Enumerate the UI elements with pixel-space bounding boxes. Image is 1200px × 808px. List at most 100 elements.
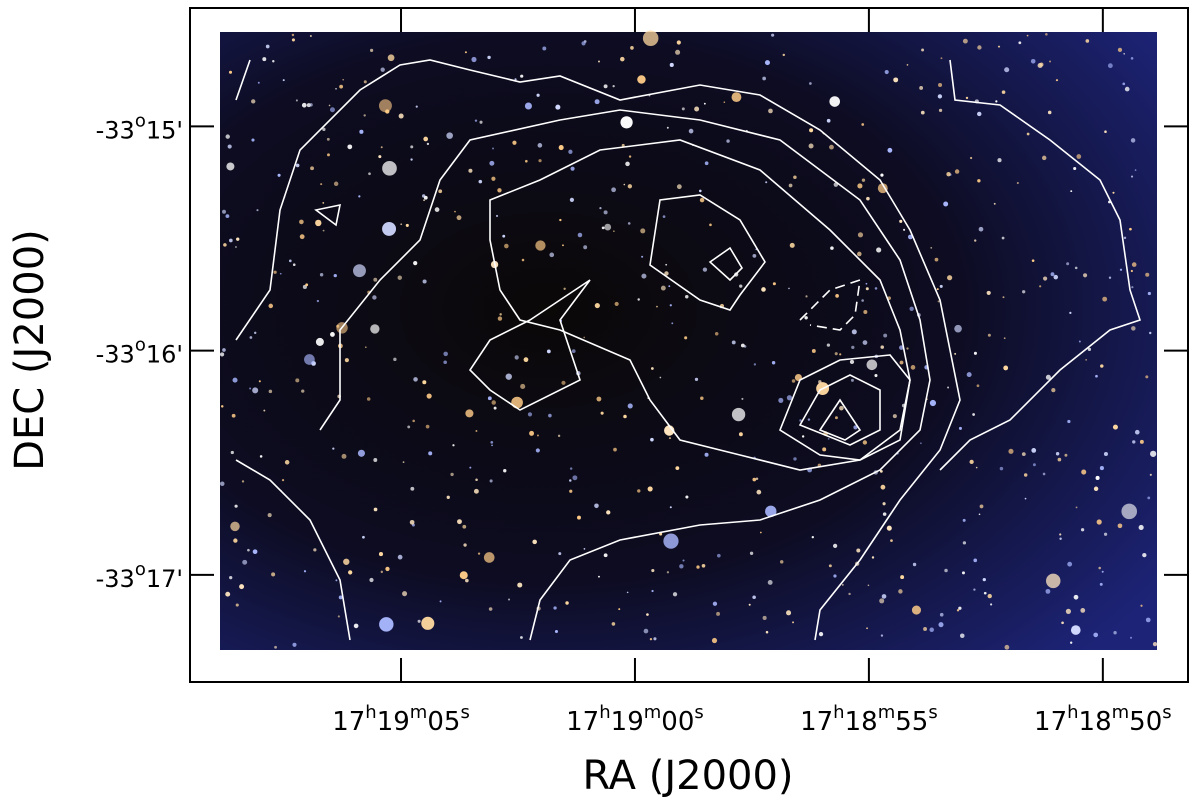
star [987,333,991,337]
star [426,393,432,399]
star [464,51,467,54]
star [502,234,506,238]
star [962,541,967,545]
star [880,345,885,349]
star [771,33,775,37]
star [1004,67,1010,73]
star [281,479,285,482]
star [668,285,671,288]
star [583,245,588,250]
star [492,147,494,150]
star [643,628,649,634]
star [1031,448,1037,453]
star [400,223,403,226]
star [299,219,304,225]
star [378,552,384,557]
star [225,591,231,597]
star [752,253,757,258]
star [1123,53,1125,55]
star [529,430,535,436]
star [731,407,746,422]
star [465,409,474,418]
star [479,120,483,124]
star [597,60,600,63]
star [292,642,297,647]
star [826,118,831,123]
star [268,389,273,394]
star [676,184,682,190]
star [1130,636,1133,639]
star [536,93,540,97]
star [829,144,834,150]
star [880,173,884,177]
star [491,444,493,447]
star [701,563,706,568]
star [1150,450,1157,457]
star [1045,588,1051,594]
star [731,92,742,103]
star [454,210,456,213]
star [1131,326,1136,331]
star [651,589,654,593]
star [762,76,766,81]
star [413,377,418,382]
star [704,452,709,457]
star [337,615,340,618]
star [1100,364,1104,368]
star [1055,79,1059,82]
star [370,324,380,334]
star [877,183,888,194]
star [880,484,886,490]
star [973,588,976,591]
star [263,409,266,412]
star [322,202,325,204]
star [1050,272,1055,277]
star [993,202,996,205]
star [741,397,744,400]
star [714,332,719,336]
star [954,352,957,355]
star [305,283,309,287]
star [716,611,721,616]
star [665,263,668,266]
star [703,102,706,105]
star [373,458,378,462]
star [358,195,361,198]
star [268,303,274,309]
star [489,479,493,483]
star [694,377,699,382]
star [760,531,762,534]
star [839,405,844,411]
star [1039,62,1044,67]
star [780,560,784,564]
star [247,548,250,552]
star [1061,621,1064,625]
star [326,137,330,141]
star [1026,132,1030,136]
star [1032,463,1036,467]
star [1076,154,1082,159]
star [475,430,478,432]
star [987,593,992,599]
star [1069,311,1072,315]
star [640,228,646,234]
star [538,159,542,163]
star [304,354,315,365]
star [828,564,832,568]
star [554,629,558,634]
star [623,183,626,186]
star [301,102,307,108]
star [378,99,392,113]
star [765,181,768,184]
star [789,242,795,248]
star [410,486,415,491]
star [969,459,974,464]
star [778,397,784,403]
star [524,102,532,110]
star [1059,537,1062,540]
star [1042,276,1048,281]
star [977,45,982,50]
star [415,105,418,108]
star [748,603,751,606]
star [663,533,679,549]
